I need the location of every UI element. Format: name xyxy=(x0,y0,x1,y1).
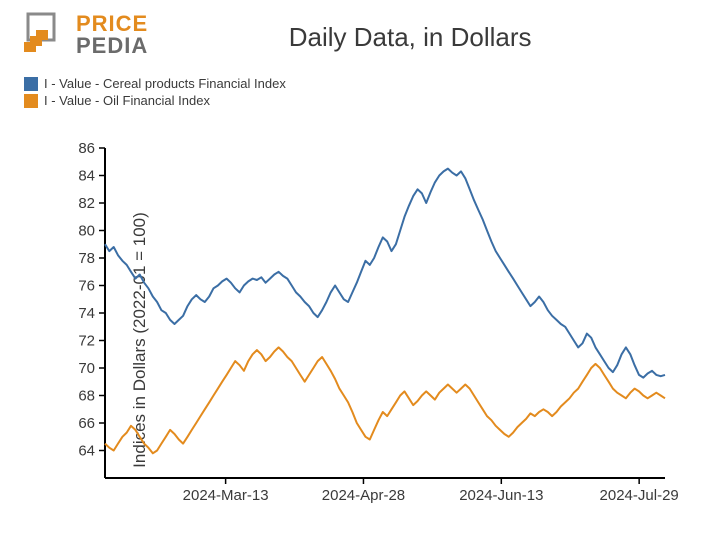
logo-icon xyxy=(24,12,70,58)
svg-text:68: 68 xyxy=(78,388,95,405)
svg-text:64: 64 xyxy=(78,443,95,460)
legend-label: I - Value - Oil Financial Index xyxy=(44,93,210,108)
svg-text:2024-Mar-13: 2024-Mar-13 xyxy=(183,487,269,504)
svg-text:84: 84 xyxy=(78,168,95,185)
legend-item: I - Value - Cereal products Financial In… xyxy=(24,76,712,91)
svg-text:66: 66 xyxy=(78,415,95,432)
legend-item: I - Value - Oil Financial Index xyxy=(24,93,712,108)
logo-text: PRICE PEDIA xyxy=(76,13,148,57)
svg-text:80: 80 xyxy=(78,223,95,240)
svg-text:78: 78 xyxy=(78,250,95,267)
line-chart: 64 66 68 70 72 74 76 78 80 82 84 86 2024-Mar-13 2024-… xyxy=(65,143,690,513)
svg-text:2024-Apr-28: 2024-Apr-28 xyxy=(322,487,405,504)
logo-line2: PEDIA xyxy=(76,35,148,57)
header: PRICE PEDIA Daily Data, in Dollars xyxy=(0,0,712,58)
legend-swatch xyxy=(24,94,38,108)
legend: I - Value - Cereal products Financial In… xyxy=(0,58,712,108)
legend-label: I - Value - Cereal products Financial In… xyxy=(44,76,286,91)
svg-text:2024-Jun-13: 2024-Jun-13 xyxy=(459,487,543,504)
svg-text:70: 70 xyxy=(78,360,95,377)
svg-text:76: 76 xyxy=(78,278,95,295)
svg-text:86: 86 xyxy=(78,143,95,157)
svg-text:2024-Jul-29: 2024-Jul-29 xyxy=(600,487,679,504)
legend-swatch xyxy=(24,77,38,91)
svg-text:74: 74 xyxy=(78,305,95,322)
chart-area: Indices in Dollars (2022-01 = 100) 64666… xyxy=(0,135,712,545)
svg-text:82: 82 xyxy=(78,195,95,212)
svg-text:72: 72 xyxy=(78,333,95,350)
brand-logo: PRICE PEDIA xyxy=(24,12,148,58)
chart-title: Daily Data, in Dollars xyxy=(148,12,712,53)
logo-line1: PRICE xyxy=(76,13,148,35)
